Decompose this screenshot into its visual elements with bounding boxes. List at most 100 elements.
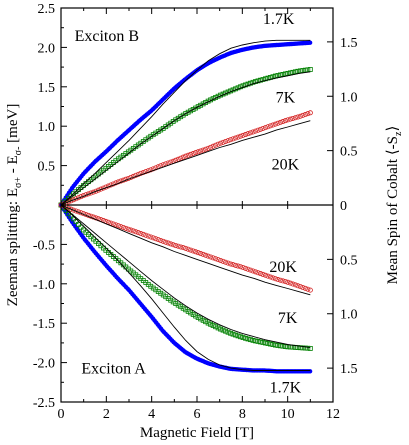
data-point bbox=[262, 272, 268, 278]
data-point bbox=[290, 115, 296, 121]
data-point bbox=[175, 115, 181, 121]
data-point bbox=[297, 284, 303, 290]
subscript: σ- bbox=[13, 147, 24, 156]
y-axis-title-right: Mean Spin of Cobalt ⟨-Sz⟩ bbox=[385, 126, 404, 285]
data-point bbox=[285, 117, 291, 123]
label-part: - E bbox=[5, 155, 21, 177]
data-point bbox=[285, 279, 291, 285]
data-point bbox=[235, 263, 241, 269]
data-point bbox=[145, 233, 151, 239]
data-point bbox=[148, 234, 154, 240]
data-point bbox=[73, 219, 79, 225]
x-tick-label: 6 bbox=[194, 407, 201, 422]
data-point bbox=[243, 265, 249, 271]
data-point bbox=[143, 232, 149, 238]
data-point bbox=[292, 282, 298, 288]
data-point bbox=[265, 124, 271, 130]
y-tick-label: -2.5 bbox=[33, 396, 55, 411]
data-point bbox=[280, 119, 286, 125]
data-point bbox=[238, 334, 243, 340]
data-point bbox=[155, 129, 161, 134]
data-point bbox=[155, 237, 161, 243]
fit-curve-B-7K bbox=[60, 71, 311, 206]
data-point bbox=[220, 139, 226, 145]
data-point bbox=[198, 316, 204, 322]
data-point bbox=[225, 138, 231, 144]
data-point bbox=[270, 275, 276, 281]
data-point bbox=[228, 261, 234, 267]
data-point bbox=[287, 280, 293, 286]
data-point bbox=[233, 262, 239, 268]
data-point bbox=[88, 190, 94, 196]
y-tick-label: -0.5 bbox=[33, 238, 55, 253]
data-point bbox=[70, 197, 76, 203]
data-point bbox=[297, 113, 303, 119]
data-point bbox=[282, 118, 288, 124]
data-point bbox=[133, 229, 139, 235]
data-point bbox=[188, 310, 194, 316]
data-point bbox=[185, 109, 191, 115]
data-point bbox=[200, 147, 206, 153]
data-point bbox=[193, 313, 199, 319]
data-point bbox=[270, 342, 276, 347]
data-point bbox=[188, 247, 194, 253]
x-tick-label: 2 bbox=[103, 407, 110, 422]
data-point bbox=[90, 214, 96, 220]
data-point bbox=[173, 301, 179, 306]
data-point bbox=[297, 345, 303, 351]
data-point bbox=[183, 245, 189, 251]
y-right-tick-label: 1.5 bbox=[340, 36, 358, 51]
series-A-20K bbox=[58, 202, 313, 293]
x-tick-label: 12 bbox=[326, 407, 340, 422]
data-point bbox=[203, 146, 209, 152]
data-point bbox=[230, 136, 236, 142]
data-point bbox=[238, 133, 244, 139]
data-point bbox=[203, 319, 209, 325]
data-point bbox=[287, 116, 293, 122]
series-layer bbox=[58, 40, 313, 374]
data-point bbox=[215, 257, 221, 263]
data-point bbox=[150, 235, 156, 241]
data-point bbox=[143, 169, 149, 175]
data-point bbox=[76, 222, 81, 227]
data-point bbox=[195, 104, 201, 110]
data-point bbox=[275, 277, 281, 283]
data-point bbox=[228, 330, 233, 336]
data-point bbox=[243, 335, 248, 341]
data-point bbox=[200, 251, 206, 257]
data-point bbox=[267, 274, 273, 280]
data-point bbox=[260, 125, 266, 131]
temperature-annotation: 7K bbox=[276, 90, 296, 107]
fit-curves-layer bbox=[60, 39, 311, 371]
data-point bbox=[175, 302, 181, 308]
data-point bbox=[78, 224, 84, 230]
y-right-tick-label: 0 bbox=[340, 199, 347, 214]
data-point bbox=[223, 138, 229, 144]
x-axis-title: Magnetic Field [T] bbox=[140, 425, 254, 441]
data-point bbox=[210, 323, 216, 328]
data-point bbox=[70, 207, 76, 213]
axes-layer bbox=[60, 7, 334, 403]
y-right-tick-label: 0.5 bbox=[340, 253, 358, 268]
temperature-annotation: 1.7K bbox=[263, 11, 295, 28]
data-point bbox=[265, 341, 271, 346]
series-B-20K bbox=[58, 110, 313, 208]
data-point bbox=[230, 262, 236, 268]
data-point bbox=[233, 135, 239, 141]
data-point bbox=[205, 320, 211, 326]
temperature-annotation: 7K bbox=[278, 310, 298, 327]
data-point bbox=[230, 331, 236, 337]
fit-curve-A-1.7K bbox=[60, 204, 311, 371]
data-point bbox=[190, 151, 196, 157]
data-point bbox=[178, 155, 184, 161]
data-point bbox=[188, 151, 194, 157]
data-point bbox=[158, 237, 164, 243]
data-point bbox=[205, 253, 211, 259]
data-point bbox=[178, 114, 184, 120]
series-B-1.7K bbox=[58, 40, 313, 208]
data-point bbox=[188, 108, 194, 114]
data-point bbox=[307, 287, 313, 293]
data-point bbox=[68, 206, 74, 212]
data-point bbox=[183, 307, 189, 313]
data-point bbox=[120, 224, 126, 230]
